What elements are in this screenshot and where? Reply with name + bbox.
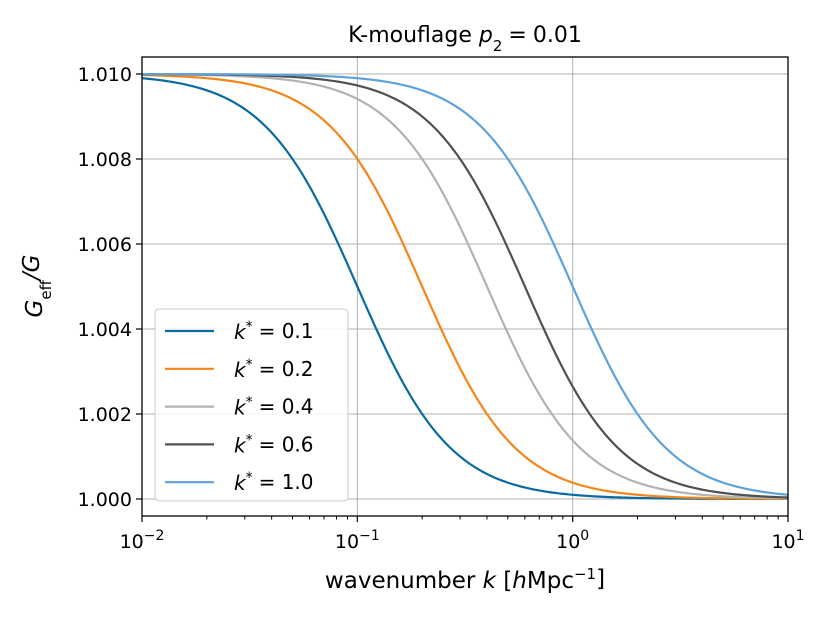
y-tick-label: 1.006 — [78, 234, 132, 256]
legend-label: k* = 0.2 — [234, 357, 314, 382]
series-line — [141, 77, 789, 501]
plot-frame — [141, 56, 789, 517]
chart-title: K-mouflage p2 = 0.01 — [348, 23, 582, 55]
x-tick-label: 10−2 — [120, 528, 165, 553]
y-tick-label: 1.002 — [78, 404, 132, 426]
x-tick-label: 10−1 — [335, 528, 380, 553]
series-line — [141, 72, 789, 496]
y-tick-label: 1.004 — [78, 319, 132, 341]
x-axis-label: wavenumber k [hMpc−1] — [325, 565, 605, 594]
y-tick-label: 1.008 — [78, 149, 132, 171]
series-line — [141, 73, 789, 500]
x-tick-label: 100 — [556, 528, 589, 553]
series-lines — [141, 72, 789, 501]
legend-box — [154, 308, 349, 502]
axis-ticks: 10−2 10−1 100 101 1.000 1.002 1.004 1.006 1.008 1… — [78, 64, 805, 553]
y-axis-label: Geff/G — [19, 255, 55, 318]
x-tick-label: 101 — [771, 528, 804, 553]
y-tick-label: 1.000 — [78, 489, 132, 511]
legend: k* = 0.1 k* = 0.2 k* = 0.4 k* = 0.6 k* = 1.0 — [154, 308, 349, 502]
legend-label: k* = 0.6 — [234, 432, 314, 457]
legend-label: k* = 0.1 — [234, 319, 314, 344]
legend-label: k* = 1.0 — [234, 470, 314, 495]
y-tick-label: 1.010 — [78, 64, 132, 86]
legend-label: k* = 0.4 — [234, 395, 314, 420]
series-line — [141, 73, 789, 500]
